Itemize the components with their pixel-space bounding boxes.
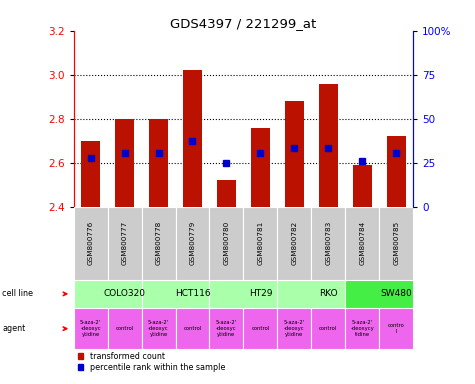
Bar: [285, 101, 304, 207]
Text: GSM800777: GSM800777: [122, 221, 128, 265]
Bar: [217, 180, 236, 207]
Bar: [209, 280, 277, 308]
Bar: [74, 280, 142, 308]
Text: 5-aza-2'
-deoxyc
ytidine: 5-aza-2' -deoxyc ytidine: [284, 320, 305, 337]
Text: agent: agent: [2, 324, 26, 333]
Bar: [81, 141, 100, 207]
Bar: [74, 308, 107, 349]
Text: GSM800782: GSM800782: [291, 221, 297, 265]
Text: GSM800776: GSM800776: [87, 221, 94, 265]
Text: RKO: RKO: [319, 290, 338, 298]
Bar: [345, 207, 379, 280]
Text: GSM800778: GSM800778: [155, 221, 162, 265]
Text: 5-aza-2'
-deoxyc
ytidine: 5-aza-2' -deoxyc ytidine: [216, 320, 237, 337]
Text: GSM800785: GSM800785: [393, 221, 399, 265]
Text: 5-aza-2'
-deoxyc
ytidine: 5-aza-2' -deoxyc ytidine: [80, 320, 101, 337]
Bar: [379, 308, 413, 349]
Bar: [312, 308, 345, 349]
Bar: [345, 280, 413, 308]
Text: GSM800784: GSM800784: [359, 221, 365, 265]
Text: GSM800781: GSM800781: [257, 221, 264, 265]
Bar: [243, 308, 277, 349]
Bar: [387, 136, 406, 207]
Bar: [209, 207, 243, 280]
Bar: [176, 308, 209, 349]
Text: control: control: [115, 326, 133, 331]
Bar: [319, 84, 338, 207]
Bar: [353, 165, 371, 207]
Bar: [277, 280, 345, 308]
Text: GSM800780: GSM800780: [223, 221, 229, 265]
Bar: [251, 127, 270, 207]
Bar: [183, 70, 202, 207]
Bar: [176, 207, 209, 280]
Legend: transformed count, percentile rank within the sample: transformed count, percentile rank withi…: [77, 352, 225, 372]
Text: SW480: SW480: [380, 290, 412, 298]
Bar: [107, 207, 142, 280]
Bar: [142, 308, 176, 349]
Text: GSM800779: GSM800779: [190, 221, 196, 265]
Text: control: control: [183, 326, 201, 331]
Bar: [345, 308, 379, 349]
Bar: [277, 308, 311, 349]
Title: GDS4397 / 221299_at: GDS4397 / 221299_at: [171, 17, 316, 30]
Bar: [115, 119, 134, 207]
Text: cell line: cell line: [2, 290, 33, 298]
Text: control: control: [251, 326, 269, 331]
Bar: [243, 207, 277, 280]
Text: control: control: [319, 326, 337, 331]
Text: contro
l: contro l: [388, 323, 405, 334]
Bar: [312, 207, 345, 280]
Text: 5-aza-2'
-deoxycy
tidine: 5-aza-2' -deoxycy tidine: [351, 320, 374, 337]
Bar: [142, 280, 209, 308]
Bar: [142, 207, 176, 280]
Bar: [277, 207, 311, 280]
Bar: [379, 207, 413, 280]
Text: HCT116: HCT116: [175, 290, 210, 298]
Text: GSM800783: GSM800783: [325, 221, 332, 265]
Bar: [209, 308, 243, 349]
Bar: [74, 207, 107, 280]
Text: COLO320: COLO320: [104, 290, 145, 298]
Bar: [149, 119, 168, 207]
Bar: [107, 308, 142, 349]
Text: 5-aza-2'
-deoxyc
ytidine: 5-aza-2' -deoxyc ytidine: [148, 320, 169, 337]
Text: HT29: HT29: [249, 290, 272, 298]
